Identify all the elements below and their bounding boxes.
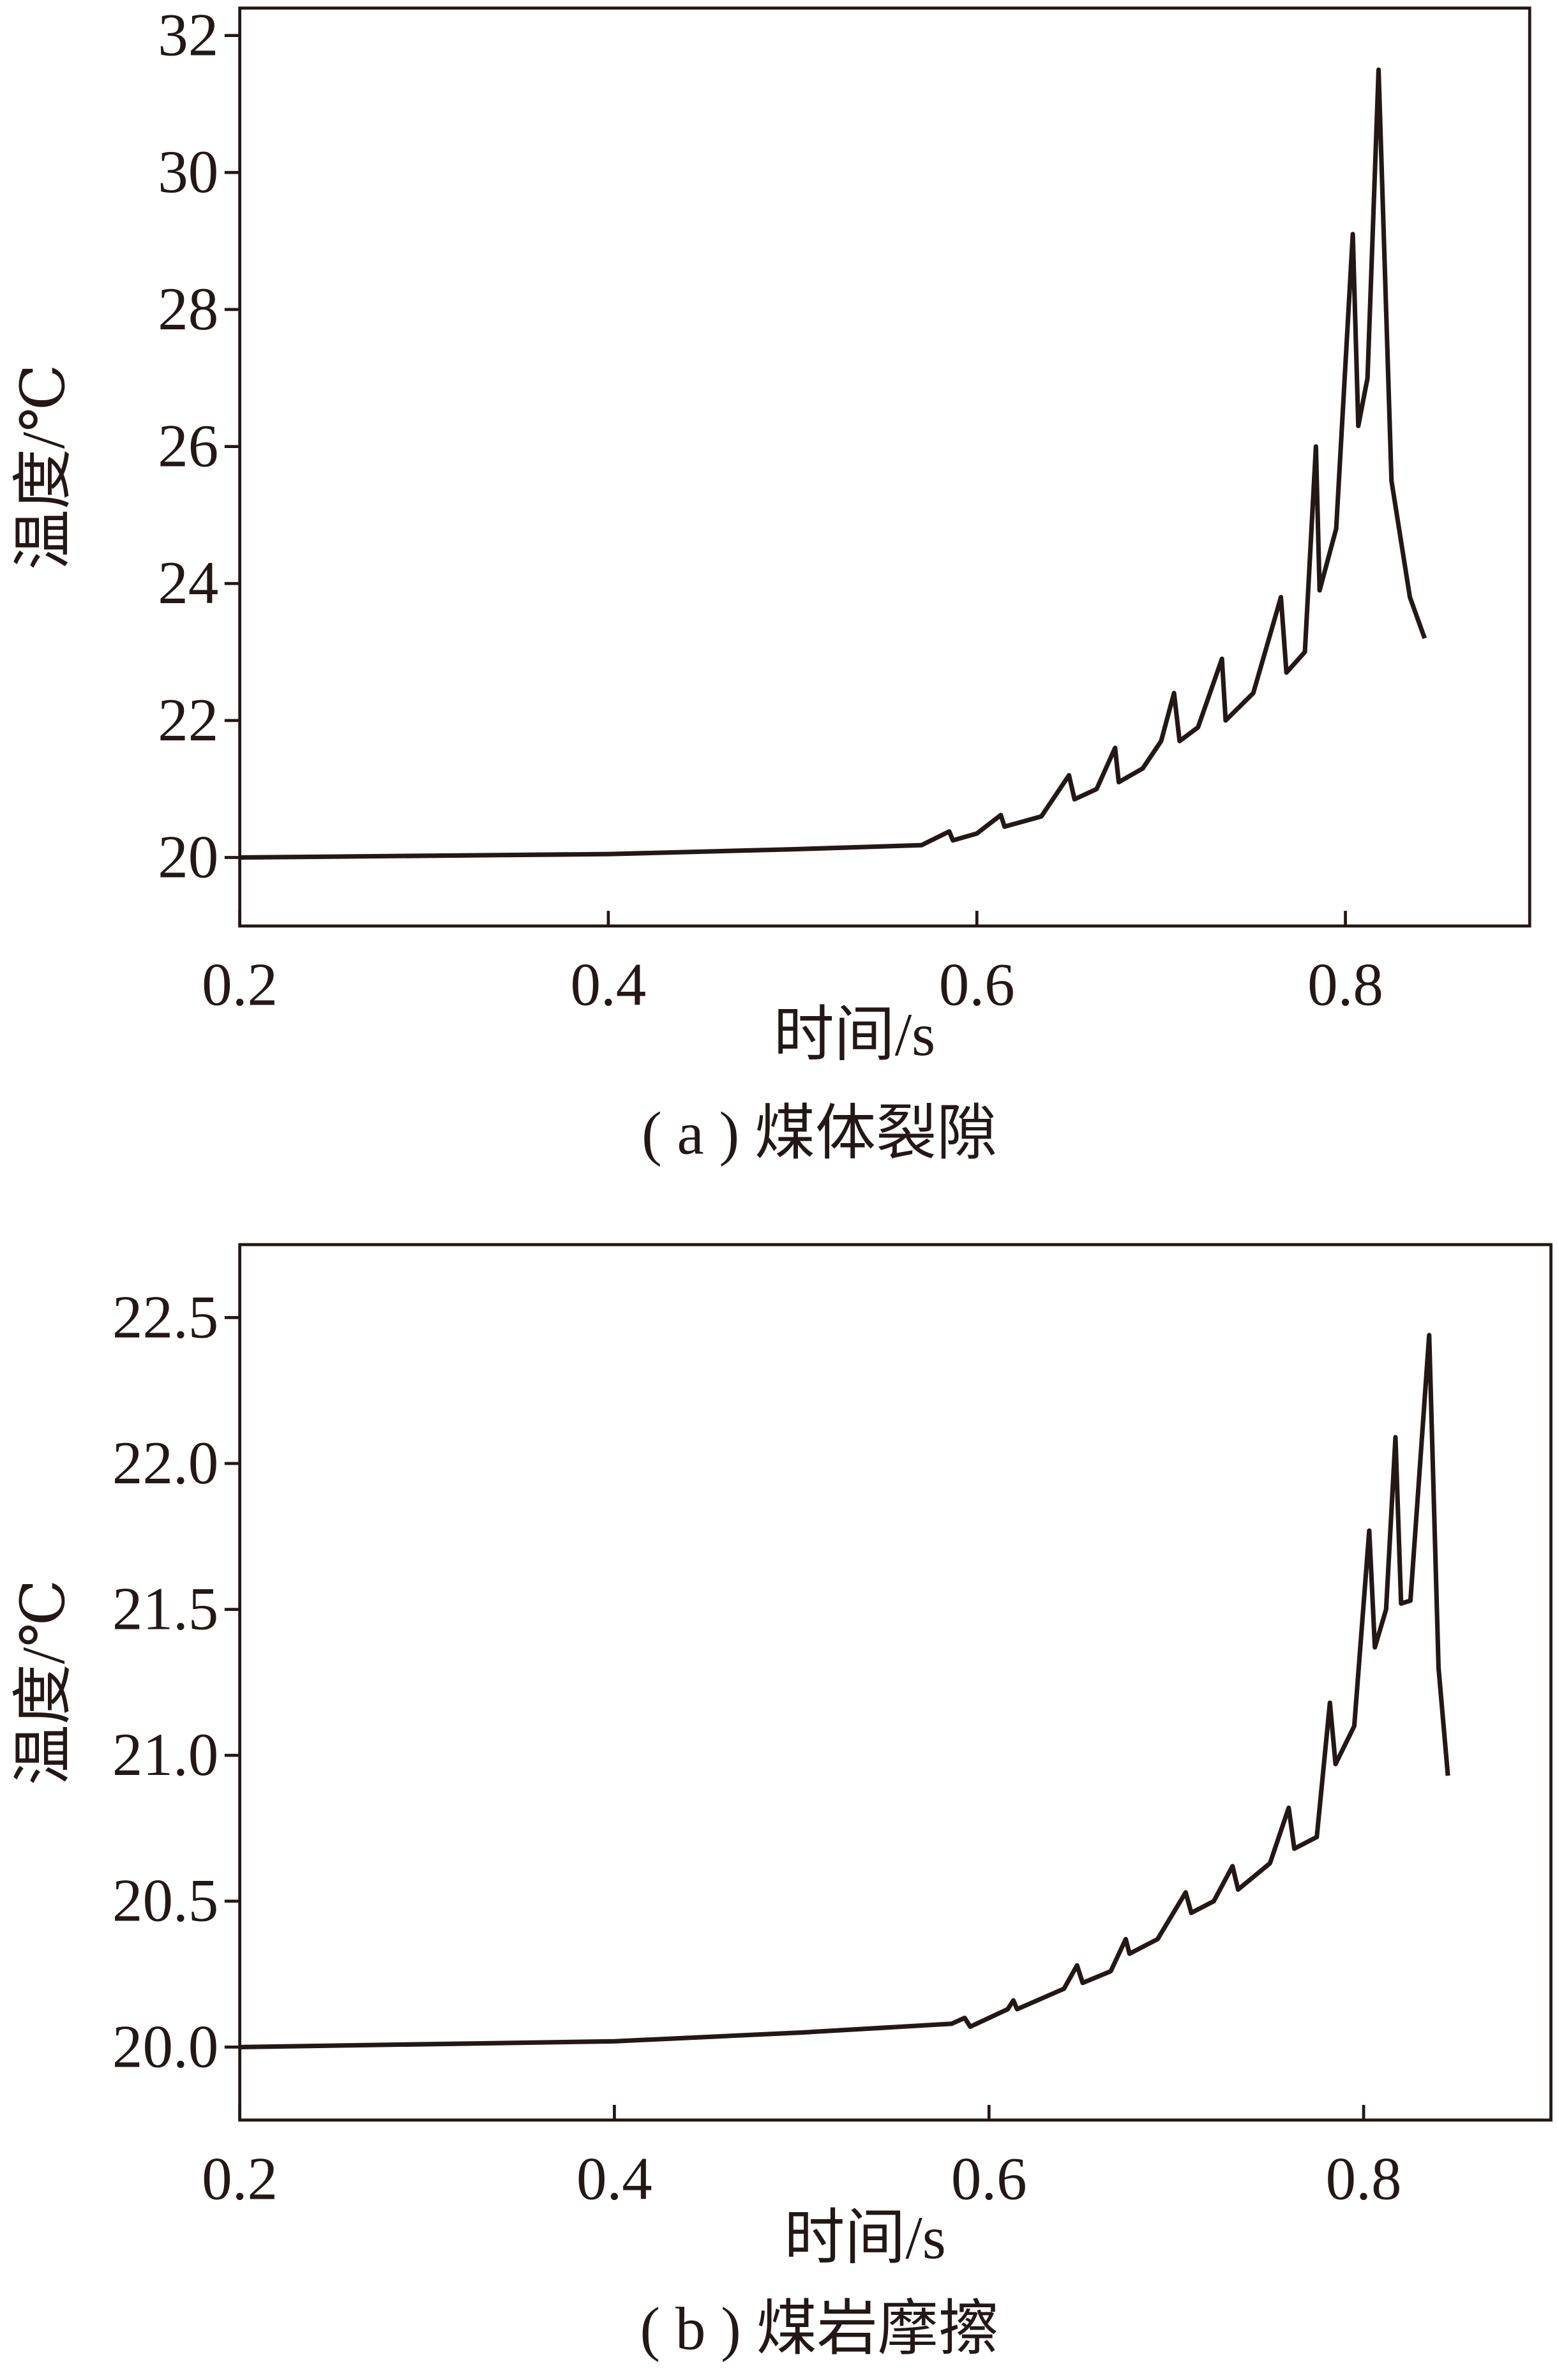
x-tick-label: 0.6 (951, 2144, 1027, 2212)
temperature-line (239, 67, 1427, 860)
y-tick-label: 20.5 (112, 1867, 218, 1935)
y-axis-label: 温度/℃ (10, 1579, 77, 1785)
x-axis-label: 时间/s (774, 1001, 936, 1068)
y-tick-label: 22.0 (112, 1429, 218, 1497)
y-tick-label: 21.5 (112, 1575, 218, 1642)
y-tick-label: 26 (158, 412, 218, 479)
x-tick-label: 0.2 (202, 2144, 278, 2212)
x-tick-label: 0.8 (1307, 950, 1383, 1018)
y-tick-label: 20 (158, 823, 218, 890)
y-tick-label: 22 (158, 686, 218, 754)
x-axis-label: 时间/s (784, 2204, 946, 2271)
y-tick-label: 22.5 (112, 1283, 218, 1351)
caption: ( b ) 煤岩摩擦 (640, 2295, 998, 2363)
temperature-line (239, 1333, 1450, 2049)
y-tick-label: 24 (158, 549, 218, 617)
y-tick-label: 30 (158, 138, 218, 206)
y-tick-label: 28 (158, 275, 218, 343)
x-tick-label: 0.4 (576, 2144, 652, 2212)
x-tick-label: 0.4 (570, 950, 646, 1018)
y-axis-label: 温度/℃ (10, 364, 77, 570)
y-tick-label: 21.0 (112, 1721, 218, 1788)
plot-frame (238, 1243, 1553, 2122)
caption: ( a ) 煤体裂隙 (642, 1099, 997, 1167)
y-tick-label: 20.0 (112, 2012, 218, 2080)
x-tick-label: 0.8 (1326, 2144, 1402, 2212)
plot-frame (238, 6, 1531, 928)
x-tick-label: 0.2 (202, 950, 278, 1018)
y-tick-label: 32 (158, 1, 218, 69)
x-tick-label: 0.6 (939, 950, 1015, 1018)
